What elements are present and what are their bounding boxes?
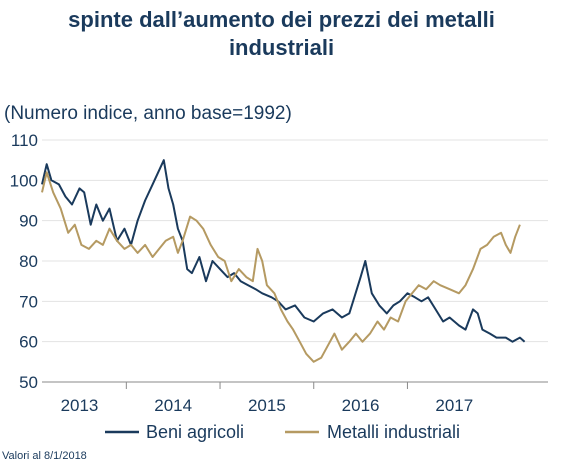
x-tick-label-2013: 2013 [61, 396, 99, 415]
chart-legend: Beni agricoli Metalli industriali [105, 422, 460, 442]
chart-title-line-1: spinte dall’aumento dei prezzi dei metal… [68, 7, 495, 32]
chart-title: spinte dall’aumento dei prezzi dei metal… [0, 6, 563, 62]
chart-title-line-2: industriali [228, 35, 335, 60]
x-tick-label-2016: 2016 [342, 396, 380, 415]
y-tick-label-60: 60 [19, 333, 38, 352]
chart-subtitle: (Numero indice, anno base=1992) [4, 103, 292, 124]
y-tick-label-90: 90 [19, 212, 38, 231]
chart-series [41, 159, 526, 363]
x-tick-label-2017: 2017 [435, 396, 473, 415]
x-tick-label-2014: 2014 [154, 396, 192, 415]
legend-label-metalli-industriali: Metalli industriali [327, 422, 460, 442]
x-tick-label-2015: 2015 [248, 396, 286, 415]
y-tick-label-110: 110 [11, 131, 38, 150]
y-axis-ticks: 50 60 70 80 90 100 110 [10, 131, 38, 392]
series-line-beni-agricoli [41, 159, 526, 343]
y-tick-label-80: 80 [19, 252, 38, 271]
series-line-metalli-industriali [41, 171, 521, 363]
footnote: Valori al 8/1/2018 [2, 450, 87, 462]
chart-gridlines [42, 139, 548, 383]
y-tick-label-70: 70 [19, 292, 38, 311]
y-tick-label-100: 100 [10, 171, 38, 190]
y-tick-label-50: 50 [19, 373, 38, 392]
x-axis-ticks: 2013 2014 2015 2016 2017 [61, 382, 473, 415]
legend-label-beni-agricoli: Beni agricoli [146, 422, 244, 442]
